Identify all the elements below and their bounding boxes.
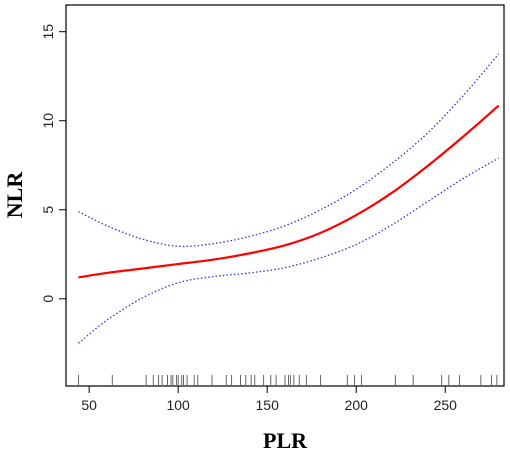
series-line-lower-ci — [78, 157, 499, 344]
y-axis-title: NLR — [2, 171, 27, 219]
series-line-upper-ci — [78, 53, 500, 248]
x-tick-label: 50 — [81, 397, 97, 413]
series-line-fit — [78, 104, 500, 279]
y-axis: 0 5 10 15 — [40, 24, 66, 303]
y-tick-label: 15 — [40, 24, 56, 40]
y-tick-label: 0 — [40, 295, 56, 303]
x-axis-title: PLR — [263, 428, 308, 453]
x-tick-label: 200 — [345, 397, 369, 413]
x-tick-label: 250 — [434, 397, 458, 413]
x-tick-label: 150 — [256, 397, 280, 413]
series-layer — [78, 53, 500, 344]
rug-layer — [78, 375, 498, 385]
plot-frame — [65, 4, 505, 387]
x-tick-label: 100 — [166, 397, 190, 413]
y-tick-label: 5 — [40, 206, 56, 214]
y-tick-label: 10 — [40, 113, 56, 129]
x-axis: 50 100 150 200 250 — [81, 386, 457, 413]
